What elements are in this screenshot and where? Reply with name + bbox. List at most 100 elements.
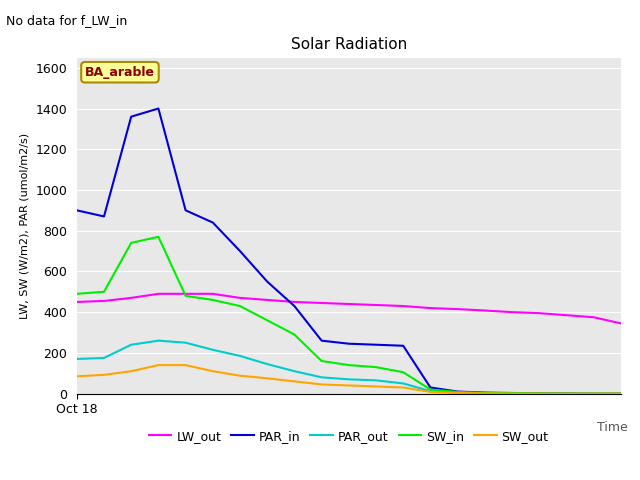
SW_out	[155, 362, 163, 368]
SW_in	[73, 291, 81, 297]
SW_in	[590, 391, 598, 396]
SW_in	[318, 358, 326, 364]
PAR_in	[454, 389, 461, 395]
SW_out	[236, 373, 244, 379]
PAR_out	[481, 390, 489, 396]
PAR_in	[481, 390, 489, 396]
LW_out	[209, 291, 216, 297]
Line: LW_out: LW_out	[77, 294, 621, 324]
LW_out	[155, 291, 163, 297]
SW_out	[590, 391, 598, 396]
PAR_out	[454, 390, 461, 396]
SW_in	[345, 362, 353, 368]
LW_out	[590, 314, 598, 320]
SW_out	[536, 391, 543, 396]
PAR_out	[617, 391, 625, 396]
SW_out	[372, 384, 380, 389]
SW_out	[318, 382, 326, 387]
SW_out	[454, 390, 461, 396]
SW_out	[127, 368, 135, 374]
PAR_out	[127, 342, 135, 348]
PAR_in	[182, 207, 189, 213]
SW_in	[264, 317, 271, 323]
LW_out	[563, 312, 570, 318]
Line: PAR_in: PAR_in	[77, 108, 621, 394]
PAR_out	[318, 374, 326, 380]
Text: No data for f_LW_in: No data for f_LW_in	[6, 14, 127, 27]
SW_in	[454, 389, 461, 395]
PAR_in	[127, 114, 135, 120]
SW_in	[508, 390, 516, 396]
LW_out	[236, 295, 244, 301]
SW_out	[264, 375, 271, 381]
PAR_in	[155, 106, 163, 111]
SW_out	[291, 379, 298, 384]
PAR_out	[236, 353, 244, 359]
PAR_out	[427, 388, 435, 394]
LW_out	[481, 308, 489, 313]
PAR_in	[536, 390, 543, 396]
LW_out	[345, 301, 353, 307]
SW_out	[481, 391, 489, 396]
SW_in	[209, 297, 216, 303]
PAR_out	[536, 391, 543, 396]
PAR_in	[291, 303, 298, 309]
PAR_out	[264, 361, 271, 367]
Legend: LW_out, PAR_in, PAR_out, SW_in, SW_out: LW_out, PAR_in, PAR_out, SW_in, SW_out	[144, 425, 554, 448]
PAR_in	[209, 220, 216, 226]
SW_out	[209, 368, 216, 374]
LW_out	[508, 309, 516, 315]
PAR_in	[372, 342, 380, 348]
LW_out	[536, 310, 543, 316]
SW_in	[536, 391, 543, 396]
PAR_in	[345, 341, 353, 347]
PAR_in	[590, 391, 598, 396]
PAR_out	[73, 356, 81, 362]
Y-axis label: LW, SW (W/m2), PAR (umol/m2/s): LW, SW (W/m2), PAR (umol/m2/s)	[20, 132, 29, 319]
SW_in	[236, 303, 244, 309]
PAR_out	[100, 355, 108, 361]
SW_out	[399, 384, 407, 390]
SW_in	[617, 391, 625, 396]
SW_out	[100, 372, 108, 378]
SW_in	[155, 234, 163, 240]
LW_out	[291, 299, 298, 305]
SW_in	[399, 369, 407, 375]
PAR_out	[209, 347, 216, 353]
Text: Time: Time	[597, 421, 628, 434]
PAR_out	[590, 391, 598, 396]
PAR_in	[563, 391, 570, 396]
PAR_out	[182, 340, 189, 346]
SW_in	[481, 390, 489, 396]
PAR_in	[617, 391, 625, 396]
Title: Solar Radiation: Solar Radiation	[291, 37, 407, 52]
SW_out	[617, 391, 625, 396]
LW_out	[372, 302, 380, 308]
SW_out	[508, 391, 516, 396]
PAR_in	[318, 338, 326, 344]
LW_out	[73, 299, 81, 305]
SW_out	[345, 383, 353, 388]
LW_out	[127, 295, 135, 301]
SW_out	[563, 391, 570, 396]
SW_out	[427, 389, 435, 395]
Line: SW_out: SW_out	[77, 365, 621, 394]
PAR_out	[508, 391, 516, 396]
PAR_out	[291, 368, 298, 374]
Line: SW_in: SW_in	[77, 237, 621, 394]
PAR_out	[345, 376, 353, 382]
LW_out	[399, 303, 407, 309]
Line: PAR_out: PAR_out	[77, 341, 621, 394]
SW_in	[182, 293, 189, 299]
PAR_in	[73, 207, 81, 213]
Text: BA_arable: BA_arable	[85, 66, 155, 79]
PAR_out	[563, 391, 570, 396]
PAR_in	[100, 214, 108, 219]
PAR_out	[372, 377, 380, 383]
SW_in	[372, 364, 380, 370]
LW_out	[427, 305, 435, 311]
SW_in	[427, 387, 435, 393]
LW_out	[182, 291, 189, 297]
LW_out	[100, 298, 108, 304]
LW_out	[454, 306, 461, 312]
